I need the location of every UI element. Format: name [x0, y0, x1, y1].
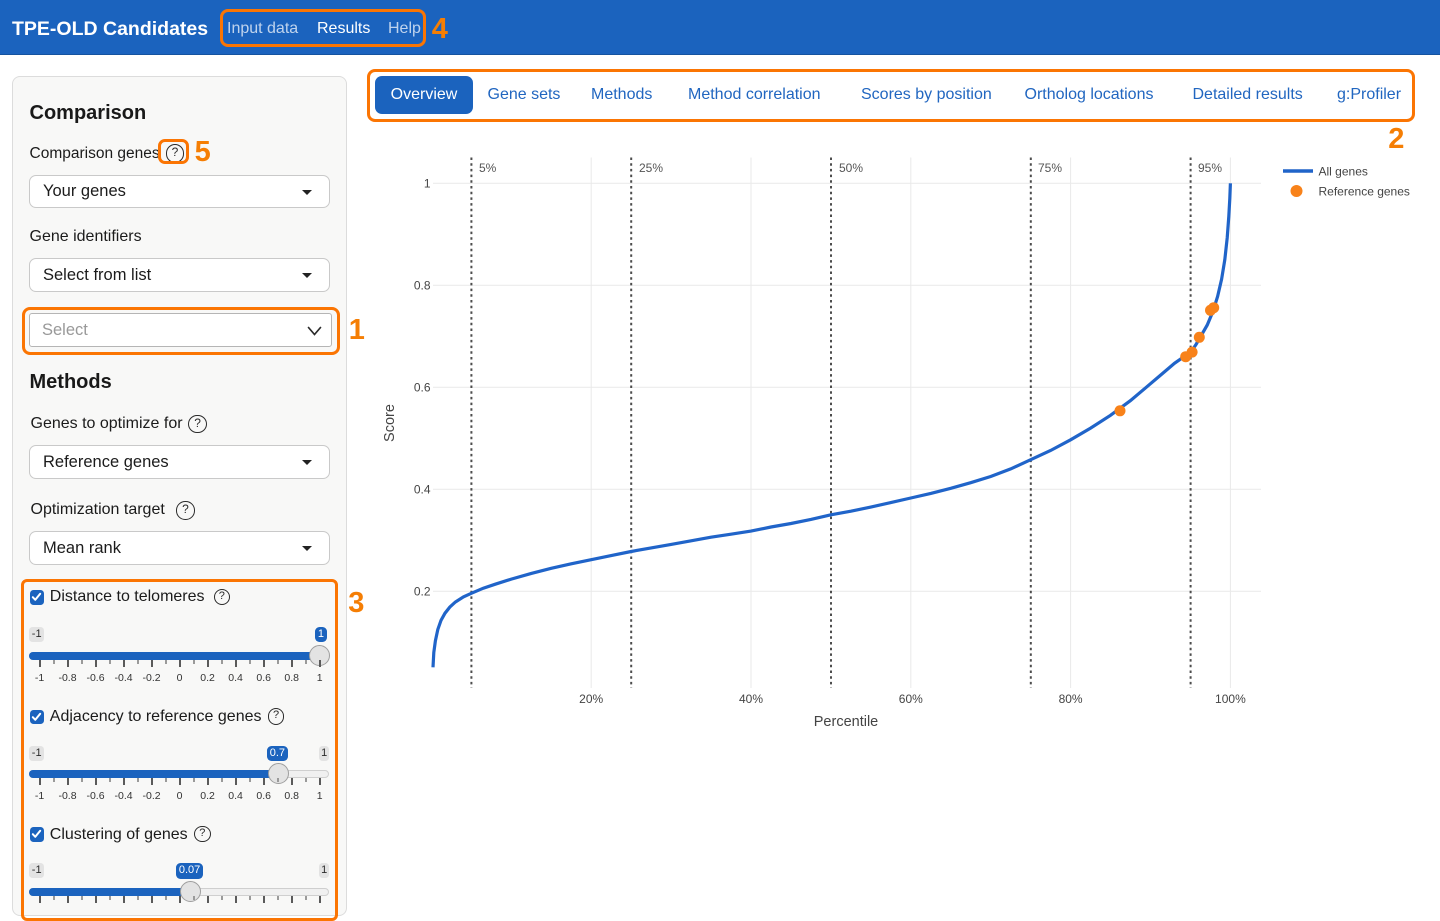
svg-text:0.2: 0.2: [414, 585, 431, 599]
svg-text:0.8: 0.8: [414, 279, 431, 293]
svg-text:95%: 95%: [1198, 161, 1222, 175]
svg-text:75%: 75%: [1038, 161, 1062, 175]
svg-text:0.4: 0.4: [414, 483, 431, 497]
svg-text:Reference genes: Reference genes: [1319, 185, 1410, 199]
svg-text:80%: 80%: [1059, 692, 1083, 706]
svg-text:0.6: 0.6: [414, 381, 431, 395]
svg-text:25%: 25%: [639, 161, 663, 175]
svg-text:60%: 60%: [899, 692, 923, 706]
svg-text:5%: 5%: [479, 161, 497, 175]
svg-text:1: 1: [424, 177, 431, 191]
svg-text:20%: 20%: [579, 692, 603, 706]
svg-text:50%: 50%: [839, 161, 863, 175]
svg-text:Percentile: Percentile: [814, 714, 878, 730]
svg-text:Score: Score: [382, 404, 398, 442]
svg-text:100%: 100%: [1215, 692, 1246, 706]
svg-text:All genes: All genes: [1319, 165, 1368, 179]
svg-text:40%: 40%: [739, 692, 763, 706]
